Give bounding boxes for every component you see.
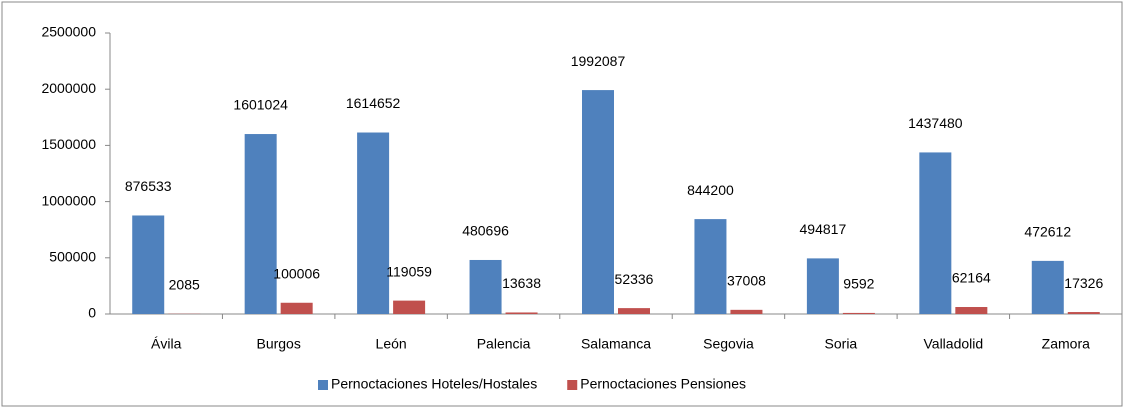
bar (582, 90, 614, 314)
value-label: 1601024 (233, 97, 288, 113)
legend-label: Pernoctaciones Pensiones (580, 376, 746, 392)
x-tick-label: Zamora (1042, 336, 1090, 352)
value-label: 1992087 (571, 53, 626, 69)
value-label: 1437480 (908, 115, 963, 131)
bar (281, 303, 313, 314)
bar (955, 307, 987, 314)
bar (919, 152, 951, 314)
x-tick-label: León (376, 336, 407, 352)
value-label: 37008 (727, 273, 766, 289)
value-label: 1614652 (346, 95, 401, 111)
value-label: 100006 (273, 265, 320, 281)
bar (132, 215, 164, 314)
value-label: 2085 (169, 276, 200, 292)
bar (506, 312, 538, 314)
value-label: 17326 (1064, 275, 1103, 291)
bar (618, 308, 650, 314)
bar (730, 310, 762, 314)
bar (245, 134, 277, 314)
x-tick-label: Salamanca (581, 336, 651, 352)
legend-swatch (567, 380, 577, 390)
x-tick-label: Burgos (256, 336, 300, 352)
y-tick-label: 0 (88, 305, 96, 321)
x-tick-label: Segovia (703, 336, 754, 352)
bar (470, 260, 502, 314)
value-label: 480696 (462, 223, 509, 239)
bar (807, 258, 839, 314)
value-label: 13638 (502, 275, 541, 291)
value-label: 9592 (843, 276, 874, 292)
value-label: 52336 (615, 271, 654, 287)
y-tick-label: 1000000 (41, 192, 96, 208)
value-label: 844200 (687, 182, 734, 198)
bar (843, 313, 875, 314)
value-label: 494817 (800, 221, 847, 237)
y-tick-label: 1500000 (41, 136, 96, 152)
y-tick-label: 500000 (49, 249, 96, 265)
y-tick-label: 2500000 (41, 24, 96, 40)
value-label: 119059 (386, 263, 432, 279)
x-tick-label: Soria (825, 336, 858, 352)
x-tick-label: Ávila (151, 336, 182, 352)
bar (1032, 261, 1064, 314)
legend-label: Pernoctaciones Hoteles/Hostales (331, 376, 537, 392)
value-label: 62164 (952, 270, 991, 286)
x-tick-label: Valladolid (923, 336, 983, 352)
bar (694, 219, 726, 314)
bar (357, 133, 389, 314)
value-label: 876533 (125, 178, 172, 194)
legend-swatch (318, 380, 328, 390)
bar (393, 301, 425, 314)
x-tick-label: Palencia (477, 336, 531, 352)
y-tick-label: 2000000 (41, 80, 96, 96)
bar (1068, 312, 1100, 314)
value-label: 472612 (1024, 224, 1071, 240)
